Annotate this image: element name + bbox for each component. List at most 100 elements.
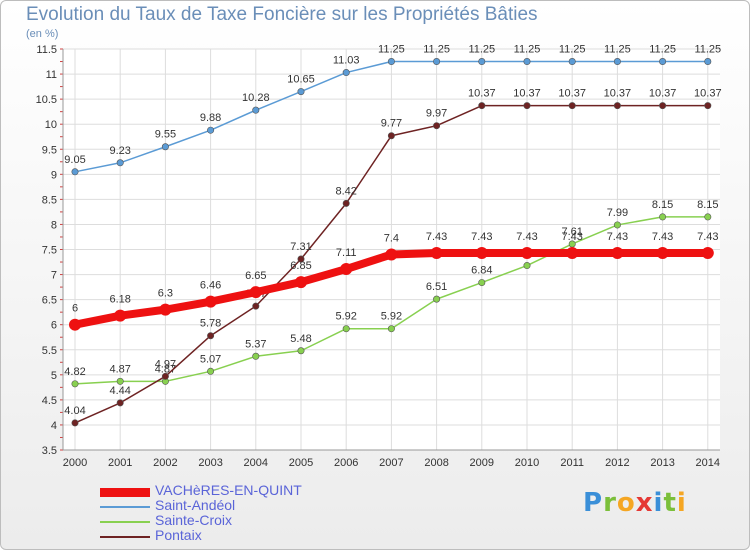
y-tick-label: 4 [51,420,57,432]
y-tick-label: 8.5 [42,194,57,206]
data-point [613,102,621,110]
data-label: 10.37 [468,88,496,100]
legend-label-saint-andeol: Saint-Andéol [155,497,236,513]
x-tick-label: 2002 [153,457,177,469]
data-point [433,122,441,130]
x-tick-label: 2000 [63,457,87,469]
data-point [342,325,350,333]
y-tick-label: 10 [45,119,57,131]
logo-letter: t [663,488,677,518]
data-point [252,352,260,360]
chart-title: Evolution du Taux de Taxe Foncière sur l… [26,4,538,25]
data-label: 6.65 [245,270,266,282]
data-point [521,247,533,260]
data-point [161,143,169,151]
y-tick-label: 5 [51,370,57,382]
data-point [71,380,79,388]
legend-label-vacheres: VACHèRES-EN-QUINT [155,482,302,498]
data-point [659,58,667,66]
data-point [342,69,350,77]
data-label: 9.77 [381,118,402,130]
data-point [523,262,531,270]
data-label: 10.65 [287,74,315,86]
data-point [295,276,307,289]
legend-swatch-saint-andeol [100,505,150,508]
data-label: 7.43 [697,231,718,243]
data-point [207,367,215,375]
data-label: 7.61 [561,226,582,238]
data-point [159,303,172,316]
data-label: 4.97 [155,358,176,370]
data-label: 11.25 [604,44,631,56]
data-point [433,295,441,303]
data-label: 8.15 [652,199,673,211]
data-point [71,419,79,427]
data-label: 6 [72,303,78,315]
data-point [207,126,215,134]
y-tick-label: 7 [51,270,57,282]
data-point [611,247,624,260]
legend-label-pontaix: Pontaix [155,527,202,543]
data-point [475,247,488,260]
data-label: 11.03 [333,55,360,67]
data-point [659,102,667,110]
data-point [297,88,305,96]
data-label: 11.25 [559,44,586,56]
y-tick-label: 7.5 [42,245,57,257]
data-point [252,302,260,310]
data-label: 10.37 [513,88,541,100]
data-label: 11.25 [649,44,676,56]
data-point [252,106,260,114]
x-tick-label: 2004 [244,457,268,469]
legend-swatch-pontaix [100,535,150,538]
data-point [478,58,486,66]
logo-letter: o [616,488,636,518]
data-label: 7.43 [652,231,673,243]
x-tick-label: 2013 [650,457,674,469]
data-label: 10.37 [694,88,722,100]
data-label: 11.25 [378,44,405,56]
data-label: 7.43 [426,231,447,243]
data-point [71,168,79,176]
x-tick-label: 2010 [515,457,539,469]
legend-swatch-sainte-croix [100,520,150,523]
logo-letter: x [635,488,654,518]
data-label: 5.92 [381,311,402,323]
x-tick-label: 2001 [108,457,132,469]
data-label: 6.85 [290,260,311,272]
data-point [161,372,169,380]
data-label: 7.99 [607,207,628,219]
data-point [385,248,398,261]
data-label: 7.11 [336,247,357,259]
legend-swatch-vacheres [100,487,150,497]
data-label: 8.15 [697,199,718,211]
x-tick-label: 2014 [696,457,720,469]
data-label: 11.25 [468,44,495,56]
data-point [704,58,712,66]
data-point [207,332,215,340]
y-tick-label: 4.5 [42,395,57,407]
data-label: 10.37 [604,88,632,100]
x-tick-label: 2005 [289,457,313,469]
x-tick-label: 2007 [379,457,403,469]
data-label: 4.44 [109,385,130,397]
data-point [656,247,669,260]
data-point [340,263,353,276]
logo-letter: i [653,488,664,518]
data-point [566,247,579,260]
x-tick-label: 2003 [198,457,222,469]
data-point [523,102,531,110]
data-label: 6.46 [200,280,221,292]
data-point [430,247,443,260]
data-point [523,58,531,66]
data-point [704,213,712,221]
data-label: 9.88 [200,112,221,124]
logo-letter: P [583,488,604,518]
data-label: 6.84 [471,265,492,277]
y-tick-label: 5.5 [42,345,57,357]
data-label: 5.78 [200,318,221,330]
x-tick-label: 2006 [334,457,358,469]
data-label: 10.28 [242,92,270,104]
data-label: 5.48 [290,333,311,345]
